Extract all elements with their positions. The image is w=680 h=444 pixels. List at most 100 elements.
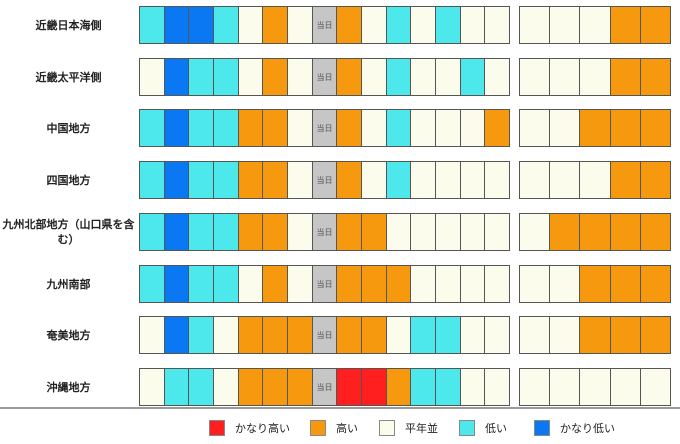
legend-label: 高い	[336, 422, 358, 435]
forecast-cell	[238, 266, 264, 302]
forecast-cell	[411, 317, 437, 353]
forecast-cell	[580, 110, 611, 146]
forecast-cell	[485, 214, 510, 250]
forecast-cell	[140, 266, 165, 302]
forecast-cell	[460, 369, 486, 405]
forecast-cell	[238, 162, 264, 198]
forecast-cell	[214, 110, 239, 146]
forecast-cell	[189, 369, 215, 405]
forecast-strip-far	[519, 316, 671, 354]
forecast-cell	[580, 7, 611, 43]
forecast-strip-near: 当日	[139, 265, 510, 303]
legend-swatch	[379, 420, 395, 436]
forecast-cell	[362, 266, 387, 302]
legend-label: 低い	[485, 422, 507, 435]
forecast-cell	[580, 266, 611, 302]
forecast-cell	[362, 7, 387, 43]
forecast-cell	[386, 214, 412, 250]
legend-item-low: 低い	[459, 420, 507, 436]
forecast-cell	[580, 162, 611, 198]
forecast-cell	[214, 266, 239, 302]
forecast-cell	[362, 110, 387, 146]
forecast-cell	[550, 110, 581, 146]
region-label: 九州南部	[46, 277, 91, 291]
forecast-cell	[386, 59, 412, 95]
forecast-cell	[164, 317, 190, 353]
region-label: 中国地方	[46, 121, 91, 135]
forecast-cell	[164, 214, 190, 250]
forecast-strip-near: 当日	[139, 368, 510, 406]
forecast-cell	[386, 266, 412, 302]
today-cell: 当日	[312, 317, 338, 353]
forecast-cell	[238, 317, 264, 353]
forecast-cell	[214, 369, 239, 405]
forecast-cell	[610, 317, 641, 353]
forecast-cell	[640, 317, 671, 353]
forecast-cell	[610, 214, 641, 250]
forecast-cell	[337, 162, 363, 198]
forecast-cell	[164, 59, 190, 95]
today-cell: 当日	[312, 162, 338, 198]
forecast-strip-near: 当日	[139, 213, 510, 251]
legend-label: かなり低い	[560, 422, 615, 435]
today-cell: 当日	[312, 59, 338, 95]
forecast-cell	[520, 7, 551, 43]
forecast-cell	[362, 214, 387, 250]
forecast-cell	[263, 59, 289, 95]
legend-item-high: 高い	[310, 420, 358, 436]
forecast-cell	[436, 214, 461, 250]
forecast-cell	[485, 7, 510, 43]
forecast-cell	[189, 7, 215, 43]
forecast-cell	[288, 110, 313, 146]
forecast-cell	[520, 214, 551, 250]
legend-item-much-low: かなり低い	[534, 420, 615, 436]
forecast-strip-far	[519, 161, 671, 199]
forecast-strip-far	[519, 368, 671, 406]
forecast-cell	[337, 110, 363, 146]
forecast-cell	[164, 7, 190, 43]
forecast-cell	[263, 214, 289, 250]
forecast-cell	[640, 59, 671, 95]
today-cell: 当日	[312, 110, 338, 146]
forecast-cell	[640, 110, 671, 146]
forecast-cell	[164, 266, 190, 302]
region-label: 近畿日本海側	[35, 18, 102, 32]
forecast-cell	[520, 110, 551, 146]
legend-label: 平年並	[405, 422, 438, 435]
forecast-cell	[140, 369, 165, 405]
forecast-cell	[550, 162, 581, 198]
today-cell: 当日	[312, 214, 338, 250]
forecast-cell	[263, 7, 289, 43]
forecast-cell	[337, 214, 363, 250]
forecast-cell	[485, 162, 510, 198]
forecast-cell	[362, 162, 387, 198]
forecast-cell	[520, 317, 551, 353]
forecast-cell	[337, 59, 363, 95]
forecast-cell	[485, 266, 510, 302]
forecast-cell	[485, 59, 510, 95]
forecast-cell	[189, 162, 215, 198]
forecast-cell	[140, 162, 165, 198]
forecast-cell	[214, 214, 239, 250]
region-label: 四国地方	[46, 173, 91, 187]
legend-divider	[0, 407, 680, 409]
forecast-cell	[411, 7, 437, 43]
forecast-cell	[238, 110, 264, 146]
forecast-cell	[485, 110, 510, 146]
forecast-cell	[460, 214, 486, 250]
forecast-cell	[610, 266, 641, 302]
forecast-cell	[288, 317, 313, 353]
forecast-cell	[436, 162, 461, 198]
forecast-cell	[140, 59, 165, 95]
forecast-cell	[580, 317, 611, 353]
legend-swatch	[534, 420, 550, 436]
forecast-cell	[263, 317, 289, 353]
legend-item-much-high: かなり高い	[209, 420, 290, 436]
forecast-cell	[189, 317, 215, 353]
forecast-cell	[362, 317, 387, 353]
forecast-cell	[140, 7, 165, 43]
forecast-strip-near: 当日	[139, 6, 510, 44]
forecast-cell	[337, 317, 363, 353]
forecast-cell	[610, 162, 641, 198]
forecast-cell	[140, 317, 165, 353]
